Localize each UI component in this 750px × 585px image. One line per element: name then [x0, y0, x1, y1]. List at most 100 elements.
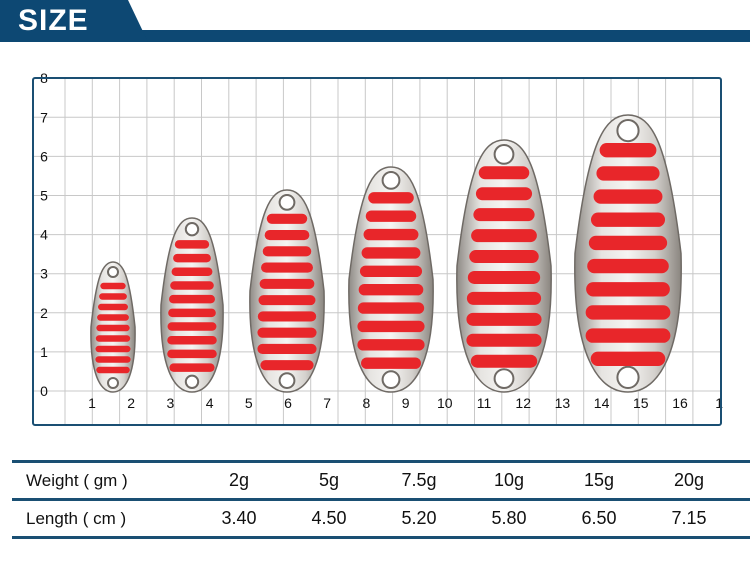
- spoon-lure: [90, 261, 136, 393]
- red-stripe: [363, 228, 419, 241]
- x-tick-label: 12: [515, 395, 531, 411]
- red-stripe: [365, 210, 417, 222]
- header-bar: [0, 30, 750, 42]
- hole: [381, 370, 401, 390]
- red-stripe: [260, 360, 314, 371]
- hole: [184, 374, 200, 389]
- y-tick-label: 0: [40, 383, 48, 399]
- hole: [616, 365, 640, 389]
- cell: 2g: [228, 470, 250, 490]
- hole: [278, 372, 296, 390]
- table-row-length: Length ( cm ) 3.40 4.50 5.20 5.80 6.50 7…: [12, 501, 750, 536]
- red-stripe: [257, 343, 317, 354]
- cell: 3.40: [221, 508, 257, 528]
- x-tick-label: 16: [672, 395, 688, 411]
- red-stripe: [167, 335, 217, 345]
- x-tick-label: 1: [715, 395, 723, 411]
- y-tick-label: 6: [40, 148, 48, 164]
- hole: [184, 222, 200, 237]
- red-stripe: [368, 192, 414, 204]
- x-tick-label: 14: [594, 395, 610, 411]
- red-stripe: [357, 339, 425, 351]
- hole: [616, 119, 640, 143]
- divider: [12, 460, 750, 463]
- red-stripe: [257, 311, 317, 322]
- red-stripe: [95, 356, 131, 363]
- hole: [493, 368, 515, 390]
- red-stripe: [167, 349, 217, 359]
- red-stripe: [473, 208, 535, 222]
- red-stripe: [262, 246, 312, 257]
- red-stripe: [264, 230, 310, 241]
- spoon-lure: [456, 139, 552, 393]
- header-tab: [0, 0, 148, 42]
- hole: [493, 144, 515, 165]
- red-stripe: [358, 283, 424, 296]
- cell: 5.80: [491, 508, 527, 528]
- cell: 7.15: [671, 508, 707, 528]
- hole: [278, 194, 296, 211]
- red-stripe: [361, 357, 421, 369]
- x-tick-label: 11: [477, 395, 492, 411]
- red-stripe: [174, 240, 210, 249]
- red-stripe: [593, 189, 663, 204]
- red-stripe: [96, 324, 130, 332]
- x-tick-label: 7: [323, 395, 331, 411]
- red-stripe: [173, 253, 211, 263]
- red-stripe: [590, 212, 666, 227]
- red-stripe: [471, 229, 537, 243]
- cell: 15g: [583, 470, 615, 490]
- cell: 10g: [493, 470, 525, 490]
- red-stripe: [95, 335, 131, 342]
- red-stripe: [585, 305, 671, 320]
- red-stripe: [585, 328, 671, 343]
- red-stripe: [470, 354, 538, 368]
- row-label: Weight ( gm ): [26, 470, 128, 490]
- x-tick-label: 6: [284, 395, 292, 411]
- red-stripe: [167, 322, 217, 331]
- y-tick-label: 1: [40, 344, 48, 360]
- red-stripe: [466, 333, 542, 347]
- y-tick-label: 2: [40, 305, 48, 321]
- red-stripe: [596, 166, 660, 181]
- red-stripe: [257, 327, 317, 338]
- hole: [381, 171, 401, 190]
- red-stripe: [467, 270, 541, 284]
- red-stripe: [587, 258, 669, 274]
- hole: [107, 377, 119, 389]
- ruler-frame: [32, 77, 722, 426]
- red-stripe: [357, 302, 425, 314]
- red-stripe: [466, 312, 542, 326]
- spoon-lure: [574, 114, 682, 393]
- red-stripe: [96, 366, 130, 374]
- red-stripe: [588, 235, 668, 251]
- spec-table: Weight ( gm ) 2g 5g 7.5g 10g 15g 20g Len…: [12, 460, 750, 539]
- red-stripe: [478, 166, 530, 180]
- x-tick-label: 15: [633, 395, 649, 411]
- red-stripe: [97, 314, 129, 321]
- x-tick-label: 4: [206, 395, 214, 411]
- red-stripe: [266, 213, 308, 224]
- red-stripe: [259, 278, 315, 289]
- red-stripe: [590, 351, 666, 366]
- cell: 5.20: [401, 508, 437, 528]
- divider: [12, 536, 750, 539]
- red-stripe: [258, 295, 316, 306]
- row-label: Length ( cm ): [26, 508, 127, 528]
- table-row-weight: Weight ( gm ) 2g 5g 7.5g 10g 15g 20g: [12, 463, 750, 498]
- spoon-lure: [348, 166, 434, 393]
- header-title: SIZE: [18, 4, 89, 37]
- x-tick-label: 2: [127, 395, 135, 411]
- red-stripe: [469, 250, 539, 264]
- red-stripe: [261, 262, 313, 273]
- x-tick-label: 1: [88, 395, 96, 411]
- red-stripe: [169, 363, 215, 372]
- y-tick-label: 3: [40, 266, 48, 282]
- cell: 7.5g: [401, 470, 437, 490]
- divider: [12, 498, 750, 501]
- cell: 4.50: [311, 508, 347, 528]
- red-stripe: [99, 293, 127, 300]
- x-tick-label: 3: [167, 395, 175, 411]
- x-tick-label: 13: [555, 395, 571, 411]
